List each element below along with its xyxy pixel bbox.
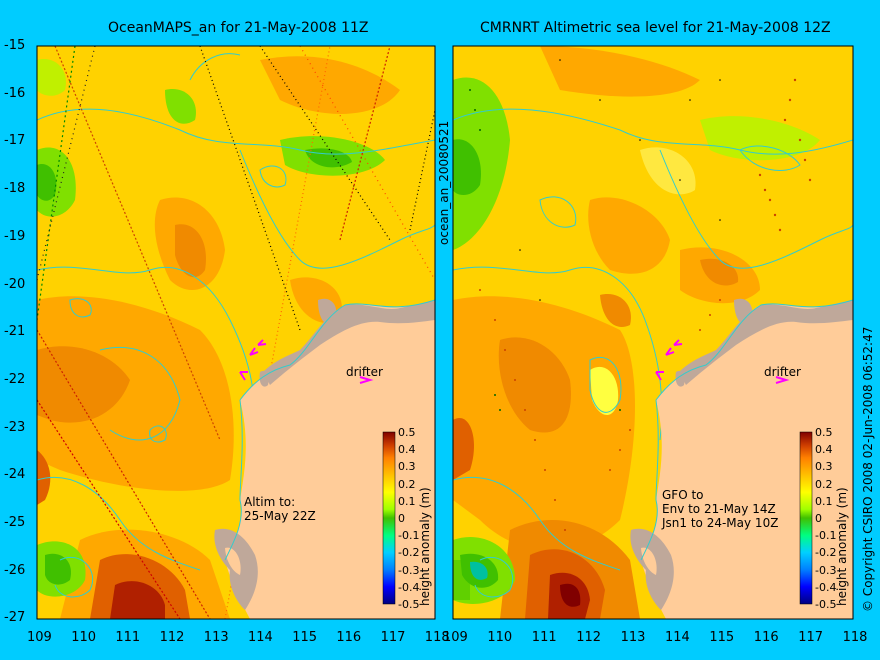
- longitude-tick-label: 111: [115, 630, 141, 645]
- colorbar-tick-label: 0: [398, 512, 405, 525]
- middle-run-label: ocean_an_20080521: [437, 120, 451, 245]
- colorbar-tick-label: 0.3: [398, 460, 416, 474]
- left-map-panel: [37, 46, 435, 619]
- colorbar-tick-label: 0.4: [815, 443, 833, 457]
- left-drifter-label: drifter: [346, 365, 383, 379]
- longitude-tick-label: 111: [531, 630, 557, 645]
- right-map-panel: [453, 46, 853, 619]
- colorbar-tick-label: -0.3: [398, 563, 420, 577]
- colorbar-tick-label: -0.3: [815, 563, 837, 577]
- right-satellite-annotation: GFO to Env to 21-May 14Z Jsn1 to 24-May …: [662, 488, 779, 530]
- colorbar-tick-label: 0.3: [815, 460, 833, 474]
- latitude-tick-label: -20: [4, 276, 26, 292]
- colorbar-tick-label: 0.2: [815, 477, 833, 491]
- longitude-tick-label: 109: [27, 630, 52, 645]
- colorbar-tick-label: -0.1: [398, 529, 420, 543]
- longitude-tick-label: 112: [576, 630, 602, 645]
- right-map-title: CMRNRT Altimetric sea level for 21-May-2…: [480, 20, 831, 36]
- colorbar-tick-label: 0.1: [815, 494, 833, 508]
- latitude-tick-label: -26: [4, 562, 26, 578]
- left-map-title: OceanMAPS_an for 21-May-2008 11Z: [108, 20, 369, 36]
- colorbar-tick-label: -0.5: [815, 598, 837, 611]
- longitude-tick-label: 110: [71, 630, 97, 645]
- longitude-tick-label: 112: [159, 630, 185, 645]
- right-track-dots: [479, 78, 812, 531]
- latitude-tick-label: -23: [4, 419, 26, 435]
- left-drifter-arrows: [239, 339, 374, 384]
- colorbar-tick-label: 0.5: [398, 426, 416, 439]
- longitude-tick-label: 116: [336, 630, 362, 645]
- longitude-tick-label: 114: [665, 630, 690, 645]
- colorbar-tick-label: 0.5: [815, 426, 833, 439]
- longitude-tick-label: 114: [248, 630, 273, 645]
- left-altim-annotation: Altim to: 25-May 22Z: [244, 495, 316, 523]
- colorbar-tick-label: -0.1: [815, 529, 837, 543]
- colorbar-tick-label: -0.4: [815, 580, 837, 594]
- colorbar-tick-label: -0.2: [815, 546, 837, 560]
- latitude-tick-label: -27: [4, 610, 26, 626]
- longitude-tick-label: 113: [203, 630, 229, 645]
- longitude-tick-label: 117: [380, 630, 406, 645]
- latitude-tick-label: -21: [4, 324, 26, 340]
- latitude-tick-label: -18: [4, 181, 26, 197]
- colorbar-tick-label: -0.5: [398, 598, 420, 611]
- latitude-tick-label: -22: [4, 371, 26, 387]
- colorbar-tick-label: 0.2: [398, 477, 416, 491]
- left-colorbar: [382, 431, 396, 605]
- longitude-tick-label: 113: [620, 630, 646, 645]
- longitude-tick-label: 110: [487, 630, 513, 645]
- latitude-tick-label: -16: [4, 85, 26, 101]
- colorbar-tick-label: 0.4: [398, 443, 416, 457]
- colorbar-tick-label: -0.2: [398, 546, 420, 560]
- latitude-tick-label: -19: [4, 228, 26, 244]
- longitude-tick-label: 115: [709, 630, 735, 645]
- longitude-tick-label: 118: [424, 630, 450, 645]
- latitude-tick-label: -25: [4, 515, 26, 530]
- latitude-tick-label: -17: [4, 133, 26, 149]
- copyright-label: © Copyright CSIRO 2008 02-Jun-2008 06:52…: [861, 326, 875, 612]
- colorbar-tick-label: 0.1: [398, 494, 416, 508]
- right-colorbar: [799, 431, 813, 605]
- longitude-tick-label: 116: [753, 630, 779, 645]
- longitude-tick-label: 117: [798, 630, 824, 645]
- latitude-tick-label: -24: [4, 467, 26, 483]
- longitude-tick-label: 109: [443, 630, 468, 645]
- latitude-tick-label: -15: [4, 38, 26, 53]
- longitude-tick-label: 115: [292, 630, 318, 645]
- longitude-tick-label: 118: [842, 630, 868, 645]
- colorbar-tick-label: -0.4: [398, 580, 420, 594]
- colorbar-tick-label: 0: [815, 512, 822, 525]
- right-colorbar-label: height anomaly (m): [835, 487, 849, 606]
- right-drifter-arrows: [655, 339, 790, 384]
- left-colorbar-label: height anomaly (m): [418, 487, 432, 606]
- right-drifter-label: drifter: [764, 365, 801, 379]
